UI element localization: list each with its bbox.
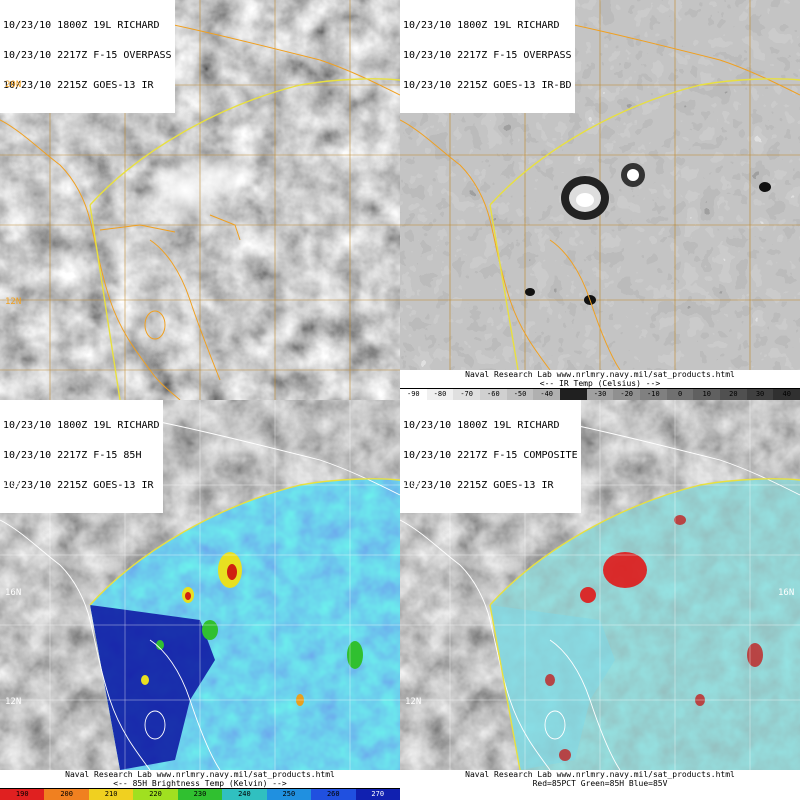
colorbar-tick: 190 bbox=[0, 789, 45, 800]
panel-composite: 10/23/10 1800Z 19L RICHARD 10/23/10 2217… bbox=[400, 400, 800, 800]
header: 10/23/10 1800Z 19L RICHARD 10/23/10 2217… bbox=[0, 400, 163, 513]
header-line: 10/23/10 2217Z F-15 OVERPASS bbox=[3, 50, 172, 61]
colorbar-tick: -70 bbox=[453, 389, 481, 400]
lat-label: 20N bbox=[405, 480, 422, 490]
header-line: 10/23/10 2215Z GOES-13 IR bbox=[3, 80, 154, 91]
footer: Naval Research Lab www.nrlmry.navy.mil/s… bbox=[400, 370, 800, 388]
colorbar-tick: -40 bbox=[533, 389, 561, 400]
header-line: 10/23/10 1800Z 19L RICHARD bbox=[3, 420, 160, 431]
panel-ir: 10/23/10 1800Z 19L RICHARD 10/23/10 2217… bbox=[0, 0, 400, 400]
colorbar-tick: 20 bbox=[720, 389, 747, 400]
credit-text: Naval Research Lab www.nrlmry.navy.mil/s… bbox=[65, 770, 335, 779]
colorbar-tick: 250 bbox=[266, 789, 312, 800]
header-line: 10/23/10 1800Z 19L RICHARD bbox=[3, 20, 160, 31]
lat-label: 20N bbox=[5, 480, 22, 490]
colorbar-tick: 200 bbox=[44, 789, 89, 800]
colorbar-tick: 240 bbox=[222, 789, 267, 800]
header-line: 10/23/10 2217Z F-15 OVERPASS bbox=[403, 50, 572, 61]
header: 10/23/10 1800Z 19L RICHARD 10/23/10 2217… bbox=[400, 400, 581, 513]
header: 10/23/10 1800Z 19L RICHARD 10/23/10 2217… bbox=[400, 0, 575, 113]
colorbar-tick: 210 bbox=[88, 789, 134, 800]
colorbar-tick bbox=[560, 389, 587, 400]
colorbar-tick: 230 bbox=[177, 789, 223, 800]
scale-caption: <-- 85H Brightness Temp (Kelvin) --> bbox=[113, 779, 287, 788]
header-line: 10/23/10 2217Z F-15 COMPOSITE bbox=[403, 450, 578, 461]
colorbar-tick: 30 bbox=[746, 389, 774, 400]
colorbar-tick: -10 bbox=[640, 389, 667, 400]
colorbar-tick: -20 bbox=[613, 389, 641, 400]
85h-microwave-image bbox=[0, 400, 400, 771]
scale-caption: <-- IR Temp (Celsius) --> bbox=[539, 379, 661, 388]
lat-label: 16N bbox=[5, 588, 22, 598]
lat-label: 16N bbox=[778, 588, 795, 598]
colorbar-tick: -80 bbox=[426, 389, 454, 400]
credit-text: Naval Research Lab www.nrlmry.navy.mil/s… bbox=[465, 770, 735, 779]
credit-text: Naval Research Lab www.nrlmry.navy.mil/s… bbox=[465, 370, 735, 379]
colorbar-tick: -50 bbox=[506, 389, 534, 400]
header-line: 10/23/10 1800Z 19L RICHARD bbox=[403, 420, 560, 431]
colorbar-tick: 220 bbox=[133, 789, 178, 800]
colorbar-tick: -90 bbox=[400, 389, 427, 400]
panel-85h: 10/23/10 1800Z 19L RICHARD 10/23/10 2217… bbox=[0, 400, 400, 800]
footer: Naval Research Lab www.nrlmry.navy.mil/s… bbox=[0, 770, 400, 788]
ir-temp-colorbar: -90 -80 -70 -60 -50 -40 -30 -20 -10 0 10… bbox=[400, 389, 800, 400]
lat-label: 12N bbox=[405, 697, 422, 707]
lat-label: 12N bbox=[5, 697, 22, 707]
header-line: 10/23/10 2215Z GOES-13 IR bbox=[403, 480, 554, 491]
colorbar-tick: 270 bbox=[355, 789, 400, 800]
colorbar-tick: -60 bbox=[480, 389, 507, 400]
header-line: 10/23/10 1800Z 19L RICHARD bbox=[403, 20, 560, 31]
header: 10/23/10 1800Z 19L RICHARD 10/23/10 2217… bbox=[0, 0, 175, 113]
colorbar-tick: 10 bbox=[693, 389, 721, 400]
channel-legend: Red=85PCT Green=85H Blue=85V bbox=[532, 779, 668, 788]
footer: Naval Research Lab www.nrlmry.navy.mil/s… bbox=[400, 770, 800, 800]
lat-label: 12N bbox=[5, 297, 22, 307]
colorbar-tick: -30 bbox=[586, 389, 614, 400]
colorbar-tick: 0 bbox=[666, 389, 694, 400]
lat-label: 20N bbox=[5, 80, 22, 90]
colorbar-tick: 40 bbox=[773, 389, 800, 400]
header-line: 10/23/10 2215Z GOES-13 IR-BD bbox=[403, 80, 572, 91]
colorbar-tick: 260 bbox=[311, 789, 356, 800]
panel-ir-bd: 10/23/10 1800Z 19L RICHARD 10/23/10 2217… bbox=[400, 0, 800, 400]
brightness-temp-colorbar: 190 200 210 220 230 240 250 260 270 bbox=[0, 789, 400, 800]
header-line: 10/23/10 2217Z F-15 85H bbox=[3, 450, 142, 461]
header-line: 10/23/10 2215Z GOES-13 IR bbox=[3, 480, 154, 491]
